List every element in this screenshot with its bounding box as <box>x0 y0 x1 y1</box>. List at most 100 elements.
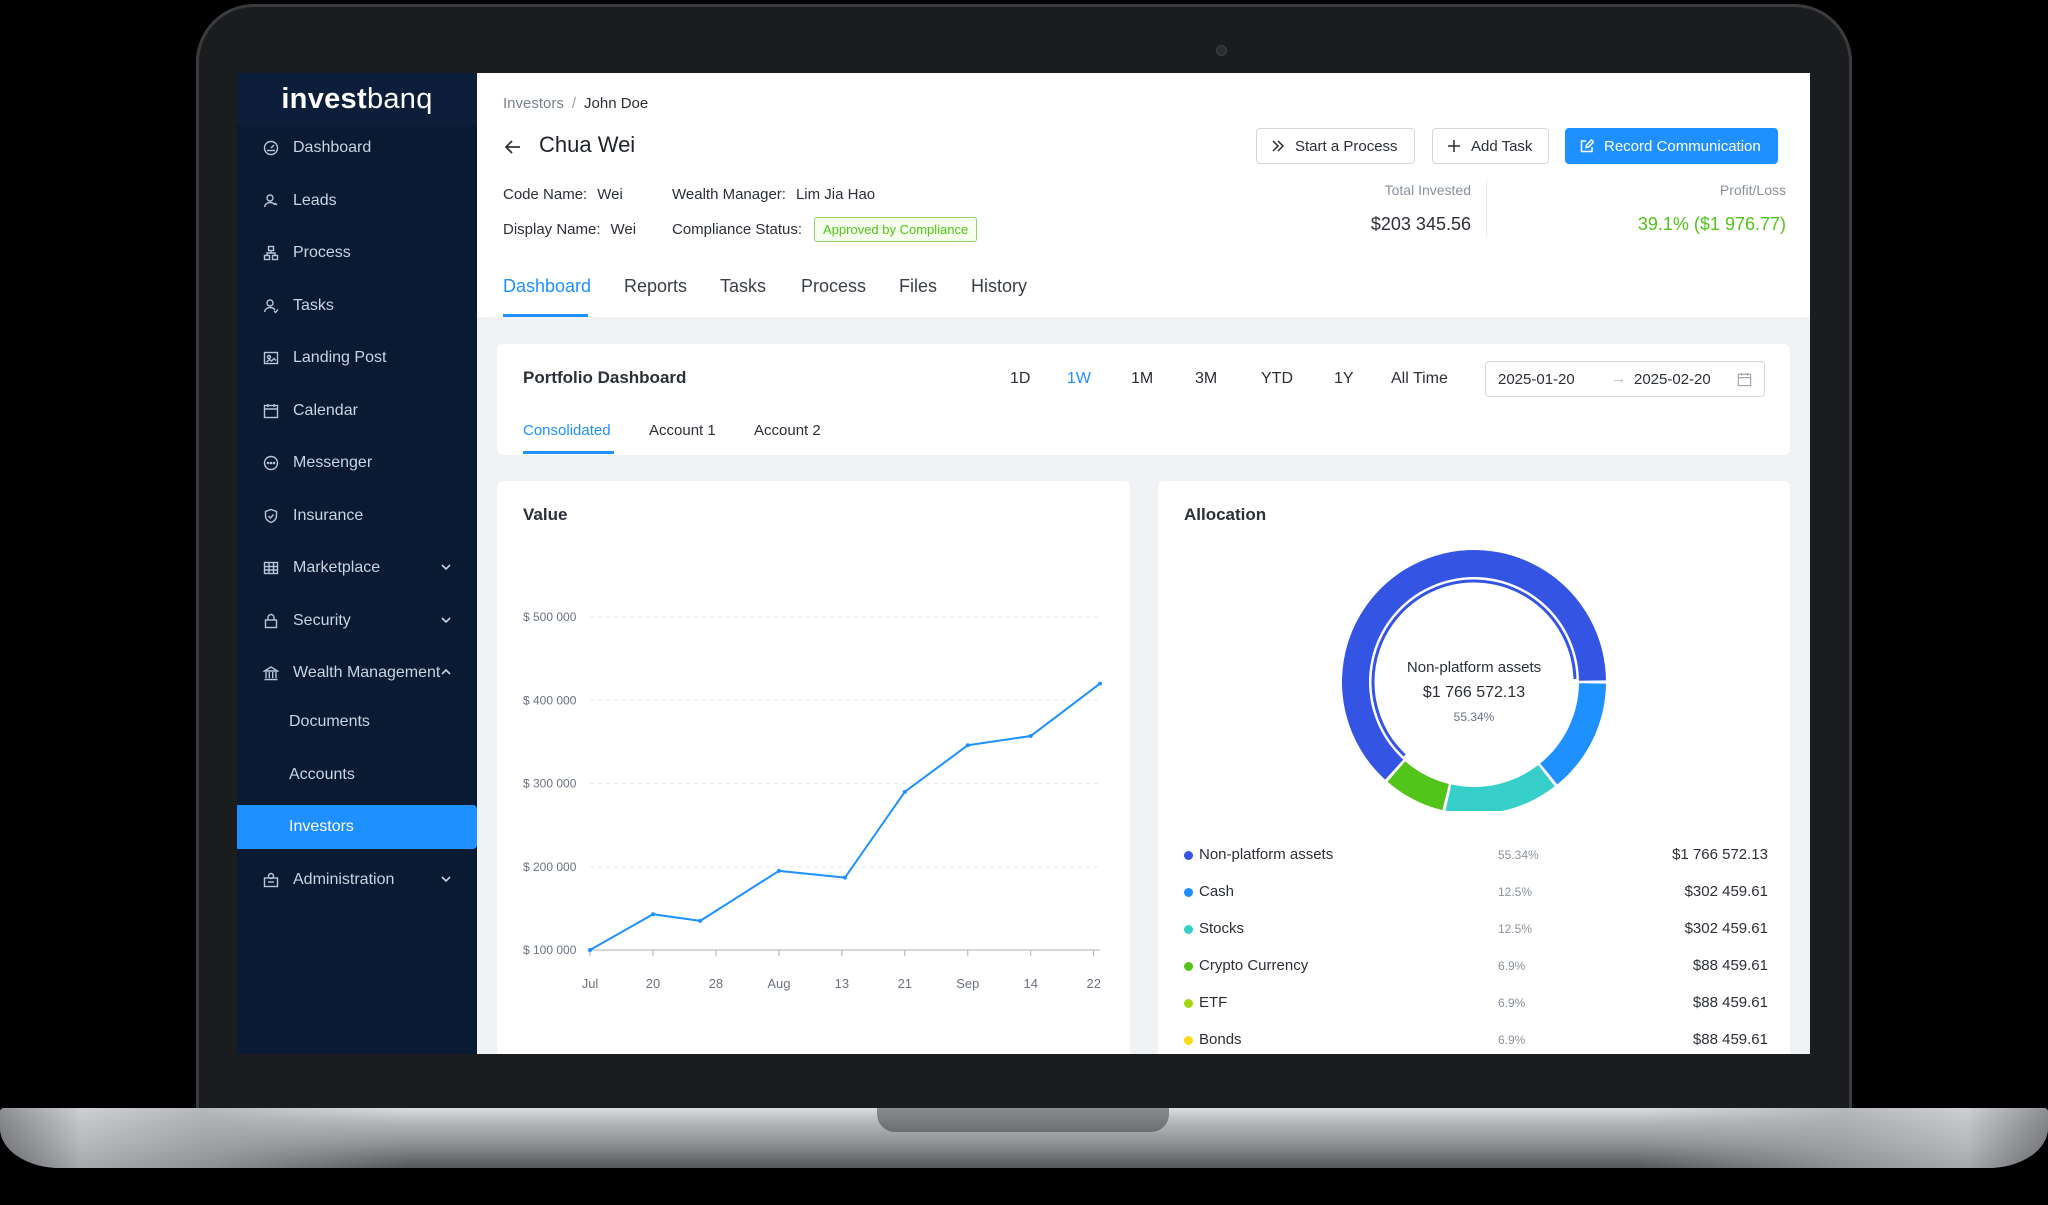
sidebar-item-process[interactable]: Process <box>237 231 477 275</box>
sidebar-item-calendar[interactable]: Calendar <box>237 389 477 433</box>
value-chart-card: Value $ 100 000 $ 200 000 $ 300 000 $ 400 0… <box>497 481 1130 1054</box>
value-data-point[interactable] <box>1028 734 1033 739</box>
legend-value: $302 459.61 <box>1684 920 1768 937</box>
camera-dot <box>1216 45 1227 56</box>
tab-dashboard[interactable]: Dashboard <box>503 276 592 296</box>
date-from[interactable]: 2025-01-20 <box>1498 371 1575 388</box>
app-logo[interactable]: invest banq <box>237 73 477 125</box>
total-invested-value: $203 345.56 <box>1370 214 1471 234</box>
profit-loss-label: Profit/Loss <box>1719 182 1786 198</box>
range-ytd[interactable]: YTD <box>1261 370 1293 387</box>
display-name: Display Name: Wei <box>503 221 637 238</box>
legend-name: Crypto Currency <box>1199 957 1309 974</box>
chevron-up-icon[interactable] <box>439 665 453 679</box>
sidebar-item-investors[interactable]: Investors <box>237 805 477 849</box>
sidebar-item-security[interactable]: Security <box>237 599 477 643</box>
value-data-point[interactable] <box>650 912 655 917</box>
donut-slice[interactable] <box>1445 765 1555 811</box>
range-1y[interactable]: 1Y <box>1334 370 1354 387</box>
legend-row[interactable]: Bonds 6.9% $88 459.61 <box>1184 1031 1768 1054</box>
subtab-account-2[interactable]: Account 2 <box>754 422 821 439</box>
allocation-card: Allocation Non-platform assets $1 766 57… <box>1158 481 1790 1054</box>
sidebar-item-tasks[interactable]: Tasks <box>237 284 477 328</box>
shield-icon <box>262 507 280 525</box>
sidebar-item-administration[interactable]: Administration <box>237 858 477 902</box>
legend-row[interactable]: Non-platform assets 55.34% $1 766 572.13 <box>1184 846 1768 883</box>
sidebar-item-accounts[interactable]: Accounts <box>237 753 477 797</box>
donut-center-pct: 55.34% <box>1453 710 1495 724</box>
legend-value: $1 766 572.13 <box>1672 846 1768 863</box>
value-data-point[interactable] <box>843 875 847 880</box>
sidebar-item-label: Leads <box>293 192 337 209</box>
tab-tasks[interactable]: Tasks <box>720 276 767 296</box>
sidebar-item-dashboard[interactable]: Dashboard <box>237 126 477 170</box>
breadcrumb-parent[interactable]: Investors <box>503 95 564 112</box>
date-to[interactable]: 2025-02-20 <box>1634 371 1711 388</box>
start-process-button[interactable]: Start a Process <box>1256 128 1415 164</box>
subtab-consolidated[interactable]: Consolidated <box>523 422 611 439</box>
sidebar-item-label: Marketplace <box>293 559 381 576</box>
legend-pct: 6.9% <box>1498 1033 1526 1047</box>
sidebar-item-wealth-management[interactable]: Wealth Management <box>237 651 477 695</box>
sidebar-item-insurance[interactable]: Insurance <box>237 494 477 538</box>
legend-row[interactable]: ETF 6.9% $88 459.61 <box>1184 994 1768 1031</box>
sidebar-item-leads[interactable]: Leads <box>237 179 477 223</box>
allocation-donut-chart <box>1342 550 1606 811</box>
range-all-time[interactable]: All Time <box>1391 370 1448 387</box>
legend-row[interactable]: Stocks 12.5% $302 459.61 <box>1184 920 1768 957</box>
value-data-point[interactable] <box>588 948 592 952</box>
value-data-point[interactable] <box>698 918 703 923</box>
date-range-picker[interactable]: 2025-01-20 → 2025-02-20 <box>1485 361 1765 397</box>
tab-process[interactable]: Process <box>801 276 867 296</box>
portfolio-dashboard-card: Portfolio Dashboard 1D 1W 1M 3M YTD 1Y A… <box>497 344 1790 455</box>
chevron-down-icon[interactable] <box>439 872 453 886</box>
range-1m[interactable]: 1M <box>1131 370 1154 387</box>
sidebar-item-landing-post[interactable]: Landing Post <box>237 336 477 380</box>
landing-icon <box>262 349 280 367</box>
donut-slice[interactable] <box>1387 761 1449 811</box>
donut-slice[interactable] <box>1342 550 1606 780</box>
page-title: Chua Wei <box>539 132 636 157</box>
legend-dot-icon <box>1184 925 1193 934</box>
sidebar-item-label: Insurance <box>293 507 364 524</box>
y-tick-label: $ 500 000 <box>523 610 577 624</box>
allocation-card-title: Allocation <box>1184 505 1267 524</box>
legend-row[interactable]: Cash 12.5% $302 459.61 <box>1184 883 1768 920</box>
admin-icon <box>262 871 280 889</box>
messenger-icon <box>262 454 280 472</box>
stat-divider <box>1486 181 1487 236</box>
compliance-status-label: Compliance Status: <box>672 221 803 238</box>
tab-history[interactable]: History <box>971 276 1028 296</box>
screen: invest banq Dashboard Leads Process Tasks… <box>237 73 1810 1054</box>
chevron-down-icon[interactable] <box>439 560 453 574</box>
legend-row[interactable]: Crypto Currency 6.9% $88 459.61 <box>1184 957 1768 994</box>
sidebar-item-label: Wealth Management <box>293 664 441 681</box>
value-data-point[interactable] <box>776 868 781 873</box>
portfolio-title: Portfolio Dashboard <box>523 368 687 387</box>
value-data-point[interactable] <box>902 789 907 794</box>
sidebar-item-messenger[interactable]: Messenger <box>237 441 477 485</box>
tab-reports[interactable]: Reports <box>624 276 688 296</box>
record-communication-button[interactable]: Record Communication <box>1565 128 1778 164</box>
add-task-button[interactable]: Add Task <box>1432 128 1550 164</box>
sidebar-item-documents[interactable]: Documents <box>237 700 477 744</box>
x-tick-label: 28 <box>709 976 723 991</box>
chevron-down-icon[interactable] <box>439 613 453 627</box>
breadcrumb: Investors / John Doe <box>503 95 648 112</box>
value-card-title: Value <box>523 505 568 524</box>
laptop-notch <box>877 1108 1169 1132</box>
back-arrow-icon[interactable] <box>503 137 523 157</box>
legend-name: Stocks <box>1199 920 1245 937</box>
range-1w[interactable]: 1W <box>1067 370 1091 387</box>
donut-slice[interactable] <box>1540 683 1606 785</box>
legend-name: Bonds <box>1199 1031 1242 1048</box>
value-data-point[interactable] <box>965 743 970 748</box>
sidebar-item-marketplace[interactable]: Marketplace <box>237 546 477 590</box>
range-3m[interactable]: 3M <box>1195 370 1218 387</box>
tab-files[interactable]: Files <box>899 276 938 296</box>
range-1d[interactable]: 1D <box>1010 370 1031 387</box>
subtab-account-1[interactable]: Account 1 <box>649 422 716 439</box>
calendar-icon[interactable] <box>1737 372 1752 387</box>
value-data-point[interactable] <box>1098 681 1102 686</box>
total-invested-label: Total Invested <box>1384 182 1471 198</box>
